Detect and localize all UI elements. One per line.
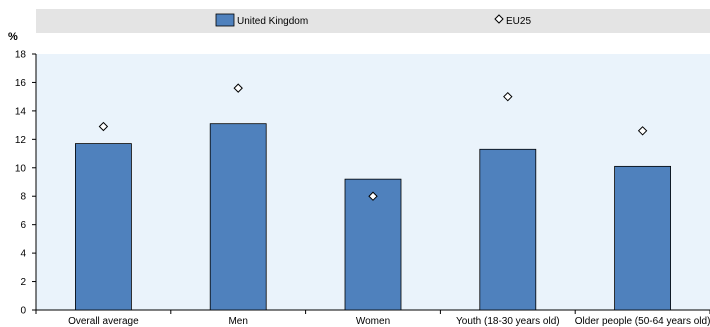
y-unit-label: % xyxy=(8,31,18,43)
bar-united-kingdom xyxy=(344,178,402,311)
x-category-label: Youth (18-30 years old) xyxy=(456,316,560,327)
y-tick-label: 4 xyxy=(20,249,26,260)
bar-united-kingdom xyxy=(614,165,671,311)
bar-united-kingdom xyxy=(209,123,267,311)
x-axis: Overall average Men Women Youth (18-30 year… xyxy=(35,309,710,327)
bar-united-kingdom xyxy=(479,148,537,311)
legend-background xyxy=(36,9,710,33)
legend-swatch-diamond xyxy=(494,14,504,24)
y-tick-label: 6 xyxy=(20,220,26,231)
marker-series xyxy=(98,83,648,201)
y-tick-label: 2 xyxy=(20,277,26,288)
marker-eu25 xyxy=(368,191,378,201)
legend-swatch-bar xyxy=(215,13,235,27)
bar-series xyxy=(75,123,671,311)
y-tick-label: 14 xyxy=(15,106,27,117)
y-tick-label: 18 xyxy=(15,50,27,61)
y-axis: 0 2 4 6 8 10 12 14 16 18 xyxy=(15,50,37,317)
legend-label-series-1: United Kingdom xyxy=(237,16,308,27)
y-tick-label: 0 xyxy=(20,306,26,317)
legend-label-series-2: EU25 xyxy=(506,16,531,27)
y-tick-label: 8 xyxy=(20,192,26,203)
y-tick-label: 16 xyxy=(15,78,27,89)
marker-eu25 xyxy=(98,121,109,132)
marker-eu25 xyxy=(233,83,243,93)
x-category-label: Women xyxy=(356,316,390,327)
x-category-label: Men xyxy=(228,316,247,327)
bar-united-kingdom xyxy=(75,143,132,311)
marker-eu25 xyxy=(637,126,648,136)
y-tick-label: 10 xyxy=(15,163,27,174)
x-category-label: Older people (50-64 years old) xyxy=(575,316,710,327)
marker-eu25 xyxy=(503,91,513,102)
y-tick-label: 12 xyxy=(15,135,27,146)
x-category-label: Overall average xyxy=(68,316,139,327)
